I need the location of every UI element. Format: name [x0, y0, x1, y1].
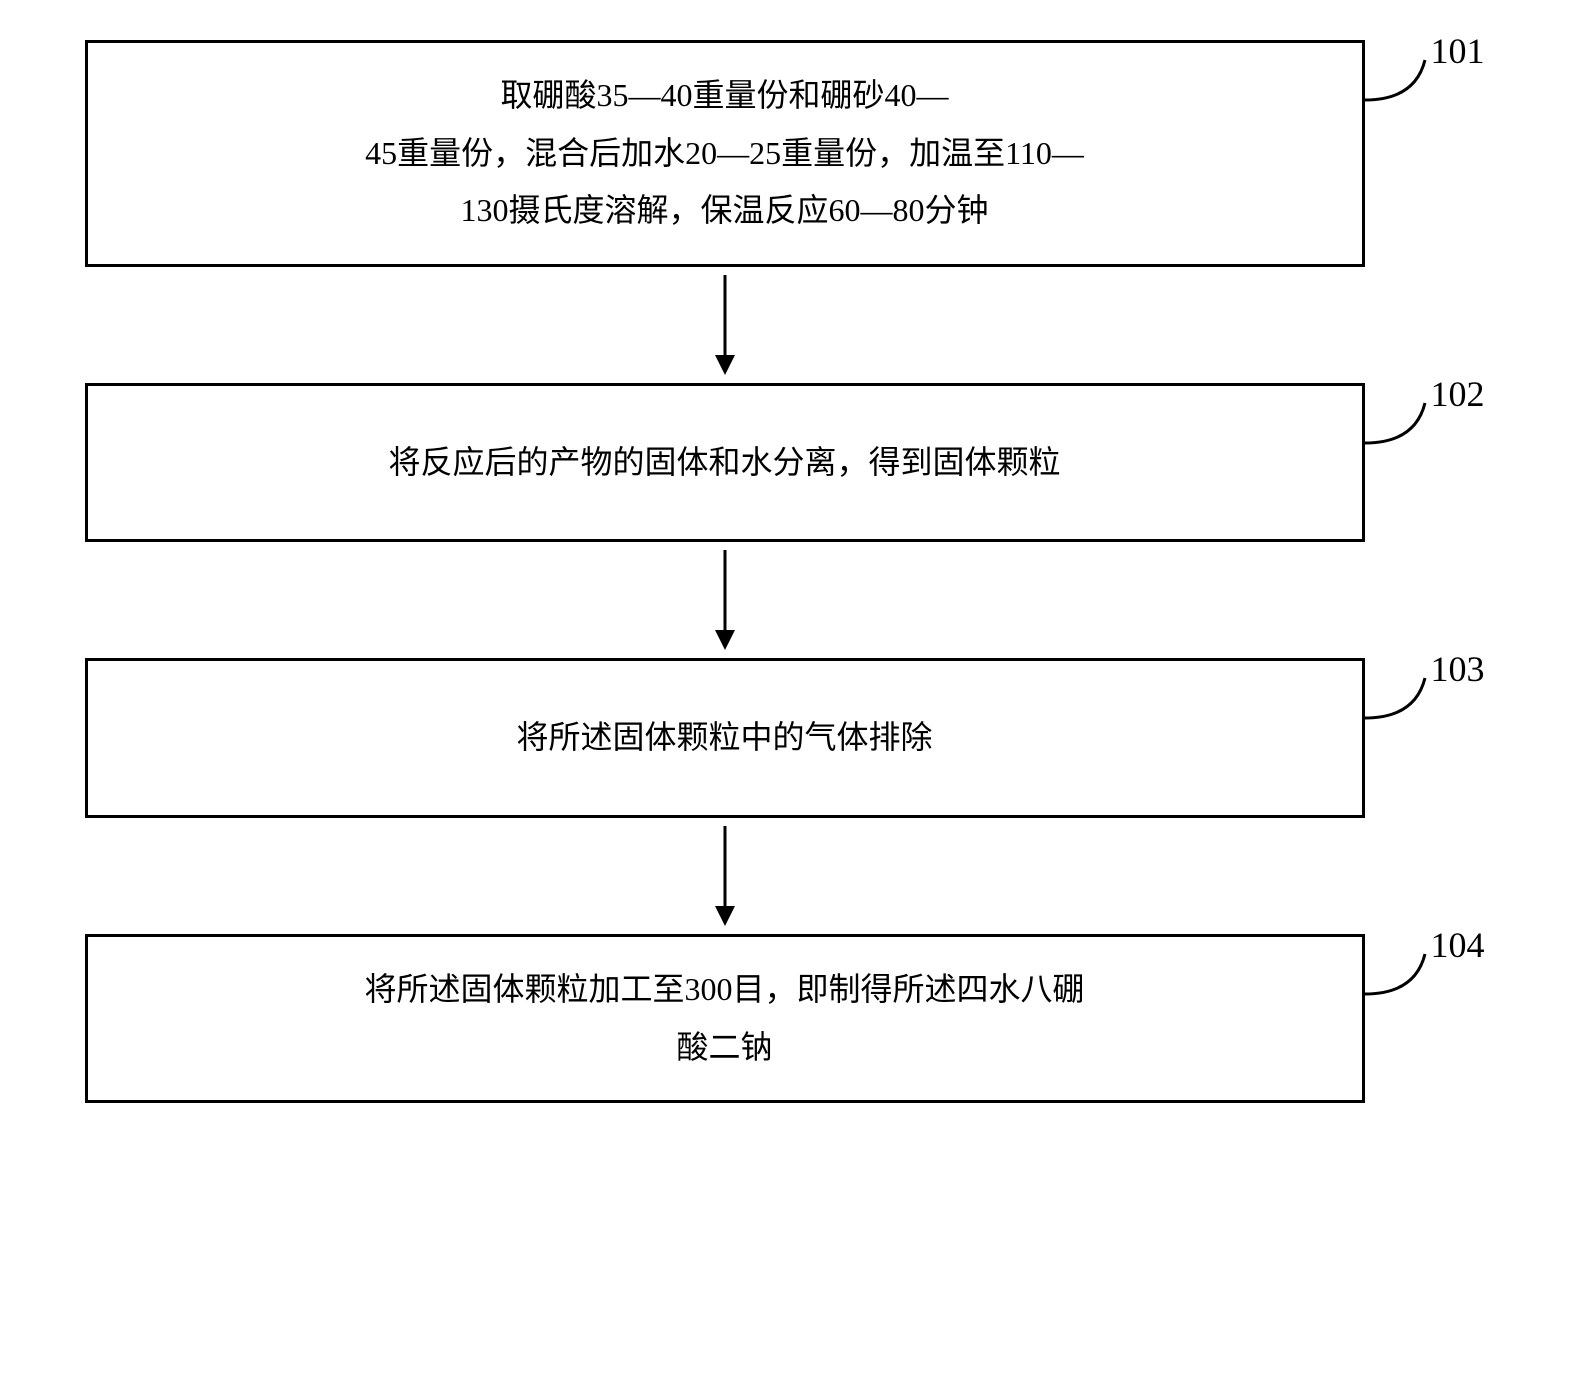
- step-label: 104: [1431, 924, 1485, 966]
- step-row: 将反应后的产物的固体和水分离，得到固体颗粒 102: [85, 383, 1485, 543]
- step-box-3: 将所述固体颗粒中的气体排除: [85, 658, 1365, 818]
- arrow-down-icon: [85, 275, 1485, 375]
- step-row: 将所述固体颗粒中的气体排除 103: [85, 658, 1485, 818]
- step-box-4: 将所述固体颗粒加工至300目，即制得所述四水八硼酸二钠: [85, 934, 1365, 1103]
- step-text: 将所述固体颗粒中的气体排除: [516, 719, 932, 755]
- step-label: 102: [1431, 373, 1485, 415]
- step-text: 将所述固体颗粒加工至300目，即制得所述四水八硼酸二钠: [364, 971, 1084, 1065]
- step-label: 103: [1431, 648, 1485, 690]
- step-box-2: 将反应后的产物的固体和水分离，得到固体颗粒: [85, 383, 1365, 543]
- step-label: 101: [1431, 30, 1485, 72]
- step-row: 将所述固体颗粒加工至300目，即制得所述四水八硼酸二钠 104: [85, 934, 1485, 1103]
- step-text: 取硼酸35—40重量份和硼砂40—45重量份，混合后加水20—25重量份，加温至…: [365, 77, 1084, 228]
- flowchart-container: 取硼酸35—40重量份和硼砂40—45重量份，混合后加水20—25重量份，加温至…: [85, 40, 1485, 1103]
- step-row: 取硼酸35—40重量份和硼砂40—45重量份，混合后加水20—25重量份，加温至…: [85, 40, 1485, 267]
- arrow-down-icon: [85, 550, 1485, 650]
- arrow-down-icon: [85, 826, 1485, 926]
- step-box-1: 取硼酸35—40重量份和硼砂40—45重量份，混合后加水20—25重量份，加温至…: [85, 40, 1365, 267]
- step-text: 将反应后的产物的固体和水分离，得到固体颗粒: [388, 444, 1060, 480]
